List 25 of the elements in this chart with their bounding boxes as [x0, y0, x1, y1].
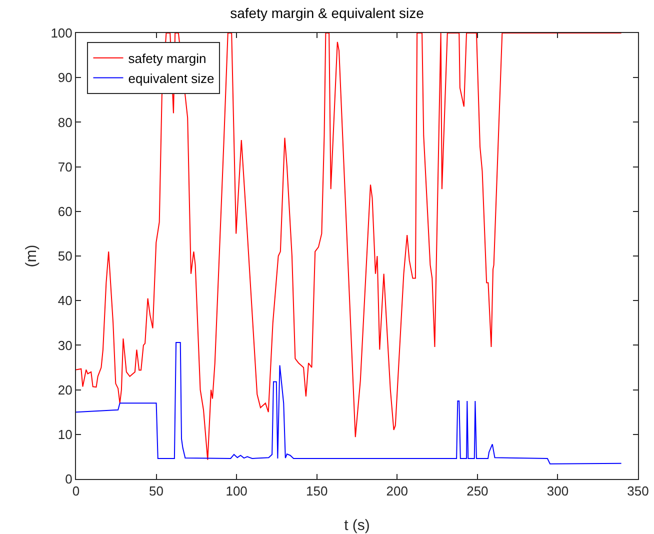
line-series	[76, 33, 622, 460]
x-tick-label: 300	[546, 484, 569, 499]
y-axis-title: (m)	[23, 244, 40, 268]
legend-label: safety margin	[128, 50, 206, 66]
y-tick-label: 90	[58, 70, 72, 86]
y-tick-label: 0	[65, 472, 72, 487]
x-tick-label: 250	[466, 484, 488, 499]
chart-title: safety margin & equivalent size	[230, 4, 424, 21]
x-tick-label: 200	[386, 484, 408, 499]
x-tick-label: 150	[306, 484, 328, 499]
x-tick-label: 50	[149, 484, 164, 499]
legend-label: equivalent size	[128, 70, 214, 86]
y-tick-label: 80	[58, 114, 72, 130]
x-tick-label: 100	[226, 484, 248, 499]
x-tick-label: 350	[627, 484, 649, 499]
y-tick-label: 20	[58, 382, 72, 398]
y-tick-label: 40	[58, 293, 72, 308]
y-tick-label: 100	[50, 26, 72, 41]
line-series	[76, 342, 622, 464]
y-tick-label: 70	[58, 159, 72, 174]
y-tick-label: 10	[58, 426, 72, 442]
y-tick-label: 50	[58, 248, 72, 264]
y-tick-label: 30	[58, 338, 72, 353]
x-axis-title: t (s)	[344, 517, 370, 534]
y-tick-label: 60	[58, 204, 72, 219]
